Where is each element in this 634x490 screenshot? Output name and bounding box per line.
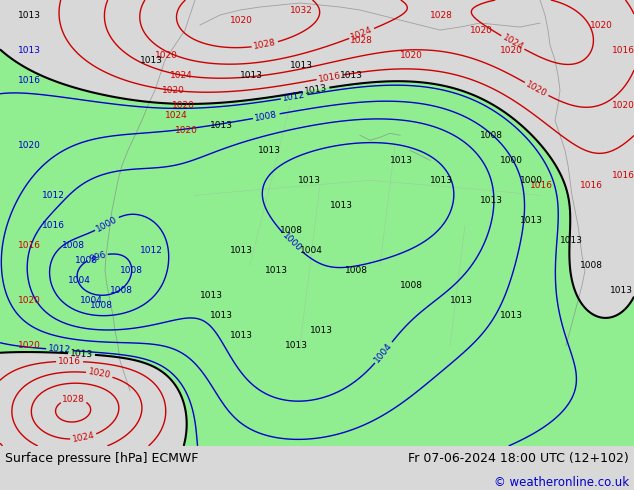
Text: 1013: 1013 [230, 331, 253, 340]
Text: 1028: 1028 [253, 38, 277, 51]
Text: 1020: 1020 [87, 368, 112, 381]
Text: 1000: 1000 [94, 215, 119, 233]
Text: 1013: 1013 [310, 326, 333, 335]
Text: 1028: 1028 [350, 36, 373, 45]
Text: 1004: 1004 [80, 296, 103, 305]
Text: 1013: 1013 [430, 176, 453, 185]
Text: 1008: 1008 [345, 266, 368, 275]
Text: 1013: 1013 [265, 266, 288, 275]
Text: 1008: 1008 [120, 266, 143, 275]
Text: 1016: 1016 [18, 75, 41, 85]
Text: 1000: 1000 [500, 156, 523, 165]
Text: 1013: 1013 [285, 341, 308, 350]
Text: 1016: 1016 [530, 181, 553, 190]
Text: 1013: 1013 [330, 201, 353, 210]
Text: 1013: 1013 [18, 10, 41, 20]
Text: 1024: 1024 [501, 33, 525, 52]
Text: 1013: 1013 [140, 56, 163, 65]
Text: 1028: 1028 [430, 10, 453, 20]
Text: © weatheronline.co.uk: © weatheronline.co.uk [494, 476, 629, 489]
Text: 1013: 1013 [290, 61, 313, 70]
Text: 1008: 1008 [110, 286, 133, 295]
Text: 1020: 1020 [470, 25, 493, 35]
Text: 1020: 1020 [18, 341, 41, 350]
Text: 1024: 1024 [349, 25, 374, 42]
Text: 1013: 1013 [230, 246, 253, 255]
Text: 1013: 1013 [210, 121, 233, 130]
Text: 1013: 1013 [240, 71, 263, 80]
Text: 1008: 1008 [75, 256, 98, 265]
Text: 1013: 1013 [480, 196, 503, 205]
Text: 1004: 1004 [300, 246, 323, 255]
Text: 996: 996 [87, 250, 107, 264]
Text: 1016: 1016 [42, 221, 65, 230]
Text: 1012: 1012 [48, 344, 72, 355]
Text: Fr 07-06-2024 18:00 UTC (12+102): Fr 07-06-2024 18:00 UTC (12+102) [408, 452, 629, 465]
Text: 1000: 1000 [520, 176, 543, 185]
Text: 1020: 1020 [400, 50, 423, 60]
Text: 1016: 1016 [612, 46, 634, 54]
Text: 1008: 1008 [480, 131, 503, 140]
Text: 1020: 1020 [612, 101, 634, 110]
Text: 1013: 1013 [520, 216, 543, 225]
Text: 1016: 1016 [580, 181, 603, 190]
Text: 1008: 1008 [62, 241, 85, 250]
Text: 1020: 1020 [18, 141, 41, 150]
Text: 1013: 1013 [298, 176, 321, 185]
Text: 1024: 1024 [170, 71, 193, 80]
Text: 1028: 1028 [62, 394, 85, 404]
Text: 1020: 1020 [18, 296, 41, 305]
Text: 1013: 1013 [560, 236, 583, 245]
Text: 1013: 1013 [304, 83, 328, 96]
Text: 1013: 1013 [390, 156, 413, 165]
Text: 1013: 1013 [340, 71, 363, 80]
Text: 1008: 1008 [254, 110, 278, 122]
Text: 1016: 1016 [18, 241, 41, 250]
Text: 1008: 1008 [400, 281, 423, 290]
Text: 1013: 1013 [70, 349, 93, 359]
Text: 1012: 1012 [42, 191, 65, 200]
Text: 1020: 1020 [162, 86, 185, 95]
Text: 1020: 1020 [500, 46, 523, 54]
Text: 1000: 1000 [281, 231, 304, 254]
Text: 1013: 1013 [610, 286, 633, 295]
Text: 1004: 1004 [68, 276, 91, 285]
Text: 1013: 1013 [200, 291, 223, 300]
Text: 1004: 1004 [373, 341, 394, 365]
Text: 1020: 1020 [172, 101, 195, 110]
Text: 1016: 1016 [318, 71, 342, 84]
Text: 1013: 1013 [18, 46, 41, 54]
Text: 1024: 1024 [165, 111, 188, 120]
Text: 1013: 1013 [258, 146, 281, 155]
Text: Surface pressure [hPa] ECMWF: Surface pressure [hPa] ECMWF [5, 452, 198, 465]
Text: 1013: 1013 [500, 311, 523, 320]
Text: 1008: 1008 [280, 226, 303, 235]
Text: 1012: 1012 [140, 246, 163, 255]
Text: 1016: 1016 [612, 171, 634, 180]
Text: 1008: 1008 [580, 261, 603, 270]
Text: 1013: 1013 [210, 311, 233, 320]
Text: 1008: 1008 [90, 301, 113, 310]
Text: 1020: 1020 [175, 126, 198, 135]
Text: 1020: 1020 [155, 50, 178, 60]
Text: 1032: 1032 [290, 5, 313, 15]
Text: 1016: 1016 [58, 357, 81, 366]
Text: 1020: 1020 [230, 16, 253, 24]
Text: 1013: 1013 [450, 296, 473, 305]
Text: 1012: 1012 [282, 91, 306, 103]
Text: 1020: 1020 [524, 79, 549, 98]
Text: 1024: 1024 [72, 431, 96, 444]
Text: 1020: 1020 [590, 21, 613, 29]
